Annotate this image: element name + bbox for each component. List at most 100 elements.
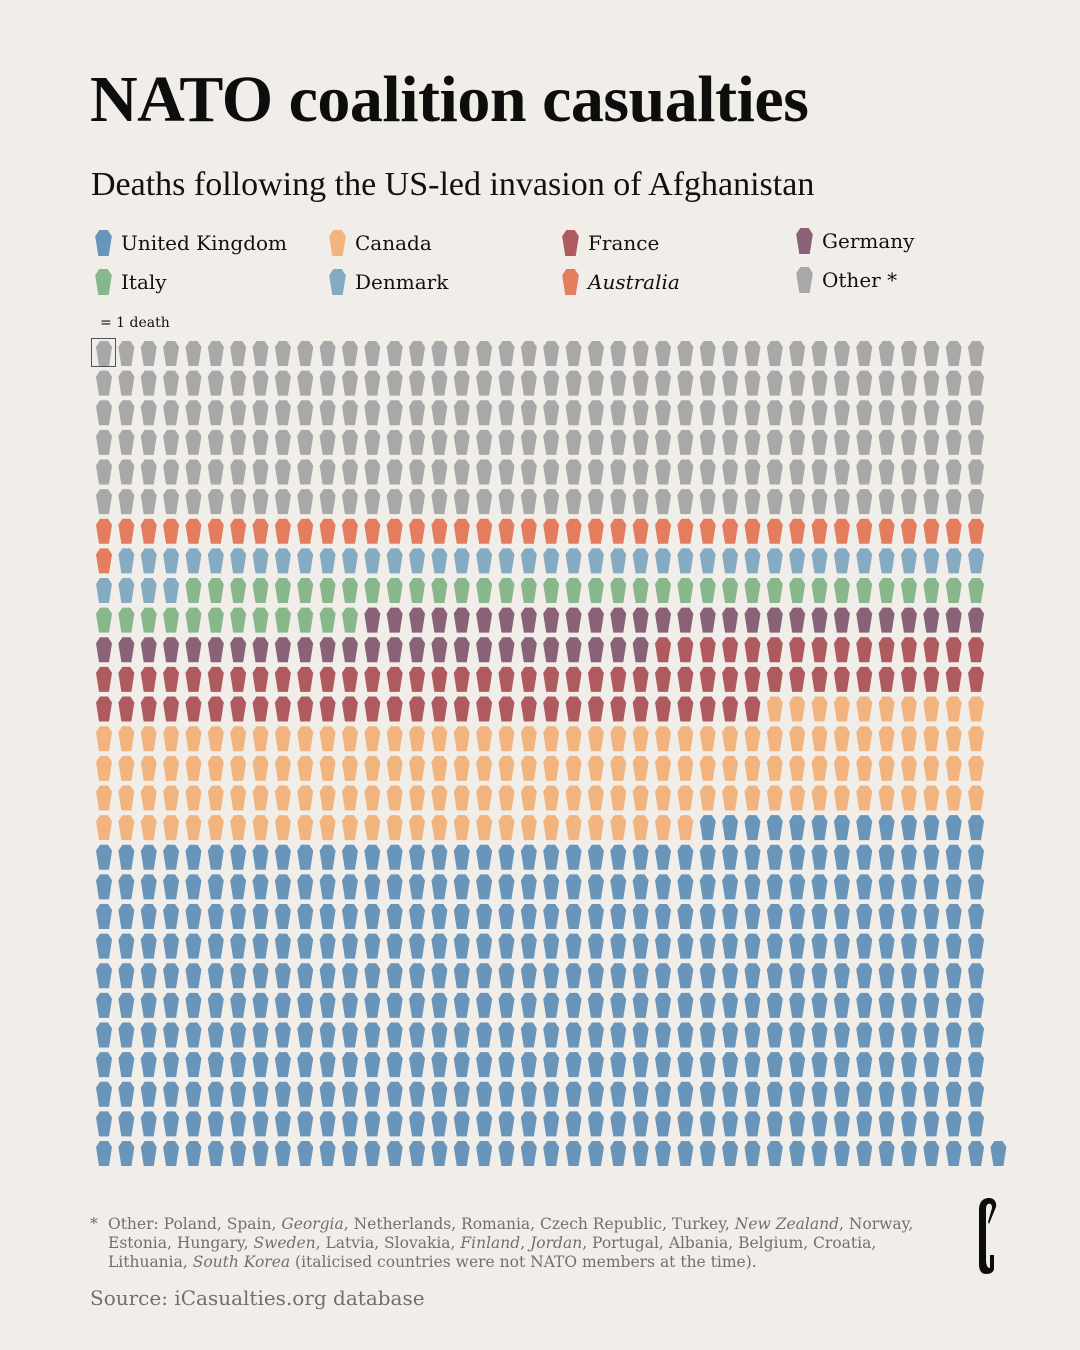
coffin-mark-united-kingdom — [900, 1022, 917, 1048]
coffin-mark-canada — [520, 785, 537, 811]
coffin-mark-germany — [207, 637, 224, 663]
coffin-mark-canada — [230, 785, 247, 811]
coffin-mark-other — [252, 429, 269, 455]
coffin-mark-united-kingdom — [319, 1022, 336, 1048]
coffin-mark-united-kingdom — [722, 1111, 739, 1137]
coffin-mark-united-kingdom — [185, 1081, 202, 1107]
coffin-mark-canada — [341, 755, 358, 781]
coffin-mark-germany — [610, 637, 627, 663]
coffin-mark-australia — [96, 518, 112, 544]
coffin-mark-italy — [319, 578, 336, 604]
coffin-mark-france — [900, 637, 917, 663]
coffin-mark-united-kingdom — [923, 815, 940, 841]
coffin-mark-united-kingdom — [364, 1081, 381, 1107]
coffin-mark-united-kingdom — [811, 903, 828, 929]
coffin-mark-france — [766, 666, 783, 692]
coffin-mark-united-kingdom — [185, 992, 202, 1018]
coffin-mark-canada — [297, 785, 314, 811]
coffin-mark-united-kingdom — [364, 933, 381, 959]
coffin-mark-united-kingdom — [341, 874, 358, 900]
coffin-mark-united-kingdom — [677, 1111, 694, 1137]
coffin-mark-france — [543, 666, 560, 692]
coffin-mark-italy — [319, 607, 336, 633]
coffin-mark-other — [230, 341, 247, 366]
coffin-mark-france — [833, 666, 850, 692]
coffin-mark-italy — [252, 578, 269, 604]
coffin-mark-other — [722, 400, 739, 426]
coffin-mark-australia — [207, 518, 224, 544]
coffin-mark-canada — [565, 755, 582, 781]
coffin-mark-other — [341, 459, 358, 485]
coffin-mark-united-kingdom — [498, 1052, 515, 1078]
coffin-mark-other — [274, 341, 291, 366]
coffin-mark-united-kingdom — [655, 1081, 671, 1107]
coffin-mark-united-kingdom — [722, 1141, 739, 1167]
coffin-mark-canada — [386, 815, 403, 841]
coffin-mark-italy — [96, 607, 112, 633]
chart-title: NATO coalition casualties — [90, 63, 809, 136]
coffin-mark-germany — [453, 637, 470, 663]
coffin-mark-other — [968, 459, 985, 485]
coffin-mark-other — [476, 429, 493, 455]
coffin-mark-germany — [341, 637, 358, 663]
coffin-icon — [796, 267, 813, 293]
coffin-mark-other — [677, 489, 694, 515]
coffin-mark-other — [252, 400, 269, 426]
coffin-mark-united-kingdom — [96, 844, 112, 870]
coffin-mark-united-kingdom — [945, 903, 962, 929]
coffin-mark-other — [297, 429, 314, 455]
coffin-mark-united-kingdom — [677, 874, 694, 900]
coffin-mark-other — [252, 459, 269, 485]
coffin-mark-france — [543, 696, 560, 722]
coffin-mark-other — [878, 489, 895, 515]
coffin-mark-france — [319, 696, 336, 722]
coffin-mark-canada — [207, 815, 224, 841]
legend-item-germany: Germany — [796, 228, 914, 254]
publisher-logo — [979, 1198, 997, 1274]
unit-label: = 1 death — [100, 315, 170, 331]
coffin-mark-france — [565, 696, 582, 722]
coffin-mark-germany — [520, 607, 537, 633]
coffin-mark-united-kingdom — [498, 933, 515, 959]
coffin-mark-united-kingdom — [632, 844, 649, 870]
coffin-mark-other — [632, 400, 649, 426]
coffin-mark-australia — [811, 518, 828, 544]
coffin-mark-other — [923, 400, 940, 426]
coffin-mark-canada — [968, 785, 985, 811]
coffin-mark-united-kingdom — [252, 1111, 269, 1137]
coffin-mark-canada — [252, 755, 269, 781]
coffin-mark-other — [163, 400, 180, 426]
coffin-mark-other — [207, 341, 224, 366]
coffin-mark-canada — [543, 726, 560, 752]
coffin-mark-united-kingdom — [722, 963, 739, 989]
coffin-mark-canada — [453, 785, 470, 811]
coffin-mark-united-kingdom — [968, 1022, 985, 1048]
coffin-mark-canada — [878, 726, 895, 752]
coffin-mark-france — [789, 637, 806, 663]
coffin-mark-denmark — [655, 548, 671, 574]
coffin-mark-denmark — [610, 548, 627, 574]
coffin-mark-australia — [923, 518, 940, 544]
coffin-mark-united-kingdom — [297, 1081, 314, 1107]
coffin-mark-united-kingdom — [632, 1141, 649, 1167]
coffin-mark-united-kingdom — [185, 1022, 202, 1048]
coffin-mark-denmark — [543, 548, 560, 574]
coffin-mark-other — [297, 489, 314, 515]
coffin-mark-other — [811, 400, 828, 426]
coffin-mark-australia — [476, 518, 493, 544]
coffin-mark-italy — [945, 578, 962, 604]
coffin-mark-denmark — [274, 548, 291, 574]
coffin-mark-united-kingdom — [543, 844, 560, 870]
coffin-mark-united-kingdom — [587, 933, 604, 959]
coffin-mark-denmark — [498, 548, 515, 574]
coffin-mark-united-kingdom — [565, 1111, 582, 1137]
coffin-mark-france — [856, 637, 873, 663]
coffin-mark-other — [364, 341, 381, 366]
coffin-mark-germany — [699, 607, 716, 633]
coffin-mark-united-kingdom — [856, 1022, 873, 1048]
coffin-mark-canada — [833, 755, 850, 781]
coffin-mark-france — [520, 666, 537, 692]
coffin-mark-united-kingdom — [722, 844, 739, 870]
coffin-mark-other — [968, 341, 985, 366]
footnote-segment: , Norway, Estonia, Hungary, — [108, 1215, 914, 1252]
